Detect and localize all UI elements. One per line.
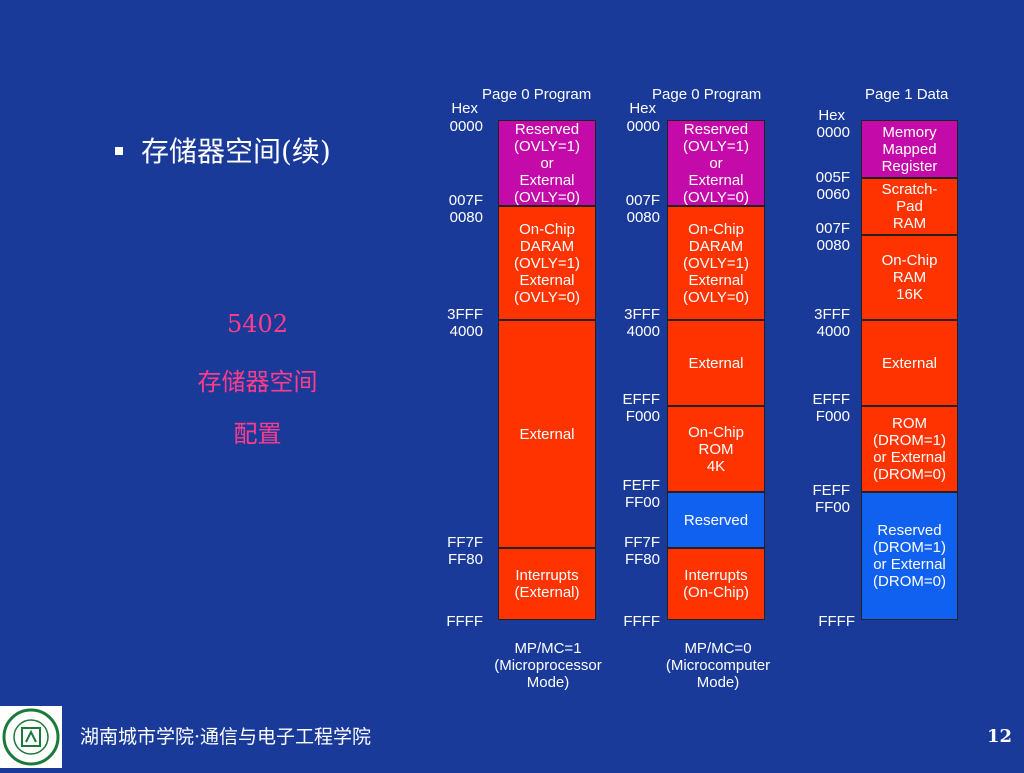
col2-addr: FFFF — [623, 613, 660, 630]
col2-addr: FEFF — [622, 477, 661, 494]
col1-block-external: External — [498, 320, 596, 548]
col3-hex-label: Hex — [818, 107, 845, 124]
col2-mode-label: MP/MC=0 (Microcomputer Mode) — [665, 640, 771, 691]
col1-block-reserved: Reserved (OVLY=1) or External (OVLY=0) — [498, 120, 596, 206]
col1-addr: 0080 — [449, 209, 483, 226]
col2-addr: EFFF — [622, 391, 661, 408]
col1-block-daram: On-Chip DARAM (OVLY=1) External (OVLY=0) — [498, 206, 596, 320]
col2-block-daram: On-Chip DARAM (OVLY=1) External (OVLY=0) — [667, 206, 765, 320]
col2-addr: 0000 — [626, 118, 660, 135]
col1-mode-label: MP/MC=1 (Microprocessor Mode) — [494, 640, 602, 691]
col3-addr: 0060 — [816, 186, 850, 203]
bullet-marker — [115, 147, 123, 155]
col3-addr: F000 — [815, 408, 850, 425]
col2-addr: 0080 — [626, 209, 660, 226]
col1-addr: FF7F — [447, 534, 483, 551]
side-label-2: 存储器空间 — [197, 368, 318, 396]
col3-addr: EFFF — [812, 391, 851, 408]
col3-block-onchip-ram: On-Chip RAM 16K — [861, 235, 958, 320]
col1-addr: 4000 — [449, 323, 483, 340]
col3-block-mmr: Memory Mapped Register — [861, 120, 958, 178]
col2-block-external: External — [667, 320, 765, 406]
col3-block-reserved-blue: Reserved (DROM=1) or External (DROM=0) — [861, 492, 958, 620]
col2-block-rom: On-Chip ROM 4K — [667, 406, 765, 492]
college-logo — [0, 706, 62, 768]
col3-header: Page 1 Data — [865, 86, 949, 103]
col3-addr: FEFF — [812, 482, 851, 499]
bullet-text: 存储器空间(续) — [141, 135, 331, 168]
col3-block-external: External — [861, 320, 958, 406]
col2-addr: FF80 — [624, 551, 660, 568]
col2-addr: F000 — [625, 408, 660, 425]
col3-addr: FFFF — [818, 613, 855, 630]
col3-addr: 4000 — [816, 323, 850, 340]
col3-addr: 3FFF — [814, 306, 850, 323]
col1-addr: FF80 — [447, 551, 483, 568]
col1-addr: 3FFF — [447, 306, 483, 323]
col3-block-scratchpad: Scratch- Pad RAM — [861, 178, 958, 235]
col2-block-reserved-blue: Reserved — [667, 492, 765, 548]
col1-addr: 0000 — [449, 118, 483, 135]
col2-block-reserved: Reserved (OVLY=1) or External (OVLY=0) — [667, 120, 765, 206]
bullet-item: 存储器空间(续) — [115, 130, 331, 170]
page-number: 12 — [986, 726, 1012, 747]
col3-addr: 005F — [815, 169, 850, 186]
col3-addr: 0000 — [816, 124, 850, 141]
col2-addr: 4000 — [626, 323, 660, 340]
col1-addr: 007F — [448, 192, 483, 209]
col2-hex-label: Hex — [629, 100, 656, 117]
side-label-3: 配置 — [233, 420, 282, 448]
col2-addr: FF7F — [624, 534, 660, 551]
col3-addr: 0080 — [816, 237, 850, 254]
col3-addr: 007F — [815, 220, 850, 237]
col3-block-rom: ROM (DROM=1) or External (DROM=0) — [861, 406, 958, 492]
col1-block-interrupts: Interrupts (External) — [498, 548, 596, 620]
col2-header: Page 0 Program — [652, 86, 762, 103]
col1-hex-label: Hex — [451, 100, 478, 117]
col2-addr: FF00 — [624, 494, 660, 511]
side-label-1: 5402 — [226, 310, 289, 338]
col2-addr: 3FFF — [624, 306, 660, 323]
col2-addr: 007F — [625, 192, 660, 209]
col1-addr: FFFF — [446, 613, 483, 630]
col2-block-interrupts: Interrupts (On-Chip) — [667, 548, 765, 620]
institution-name: 湖南城市学院·通信与电子工程学院 — [80, 726, 372, 748]
col1-header: Page 0 Program — [482, 86, 592, 103]
col3-addr: FF00 — [814, 499, 850, 516]
